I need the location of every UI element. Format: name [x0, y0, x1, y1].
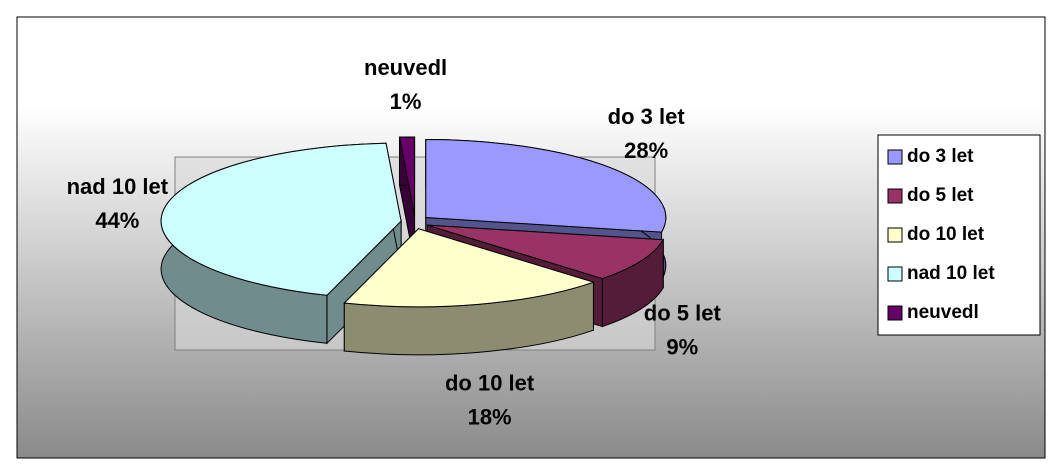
legend-label: nad 10 let: [907, 263, 995, 284]
slice: [398, 136, 416, 216]
data-label: 44%: [95, 208, 139, 233]
data-label: nad 10 let: [67, 174, 169, 199]
legend-swatch: [887, 266, 903, 282]
legend-label: do 5 let: [907, 185, 974, 206]
legend-label: do 10 let: [907, 224, 985, 245]
data-label: 9%: [666, 335, 698, 360]
slice: [425, 139, 667, 233]
data-label: 18%: [468, 405, 512, 430]
legend-swatch: [887, 188, 903, 204]
data-label: do 5 let: [644, 301, 722, 326]
data-label: 1%: [390, 89, 422, 114]
slice: [398, 136, 416, 264]
data-label: 28%: [624, 138, 668, 163]
slice: [160, 142, 402, 296]
slice: [427, 224, 665, 280]
data-label: do 10 let: [445, 371, 535, 396]
pie: [160, 136, 667, 356]
legend-label: do 3 let: [907, 146, 974, 167]
legend: [877, 134, 1041, 336]
slice: [160, 142, 402, 345]
slice: [343, 228, 596, 308]
data-label: do 3 let: [608, 104, 686, 129]
slice: [343, 227, 596, 356]
legend-entries: do 3 let do 5 let do 10 let nad 10 let neuve…: [887, 146, 995, 323]
legend-label: neuvedl: [907, 302, 979, 323]
legend-swatch: [887, 227, 903, 243]
data-labels: do 3 let 28% do 5 let 9% do 10 let 18% nad 10 …: [67, 55, 722, 430]
legend-swatch: [887, 305, 903, 321]
legend-swatch: [887, 149, 903, 165]
data-label: neuvedl: [364, 55, 447, 80]
